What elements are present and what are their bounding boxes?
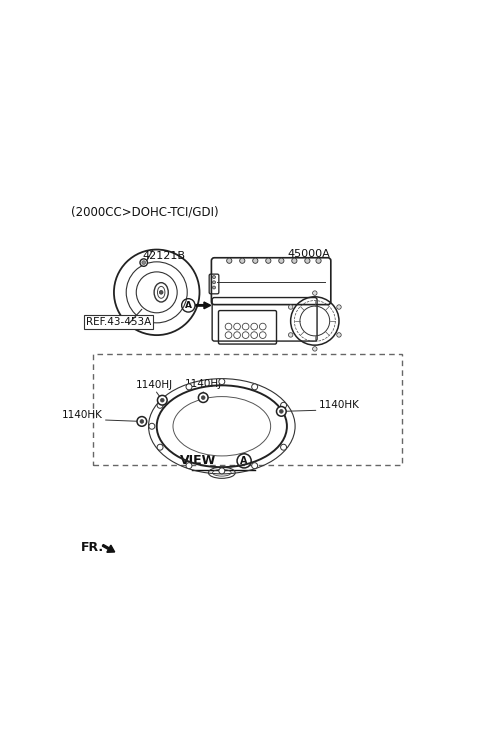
Text: 1140HJ: 1140HJ <box>185 379 222 389</box>
Text: A: A <box>240 456 248 465</box>
Circle shape <box>312 291 317 296</box>
Circle shape <box>219 379 225 384</box>
Text: 1140HK: 1140HK <box>319 400 360 411</box>
FancyArrow shape <box>196 302 211 309</box>
Circle shape <box>219 468 225 474</box>
Circle shape <box>252 258 258 263</box>
Circle shape <box>157 444 163 450</box>
Circle shape <box>305 258 310 263</box>
Circle shape <box>337 332 341 337</box>
FancyArrow shape <box>102 544 115 552</box>
Circle shape <box>240 258 245 263</box>
Circle shape <box>279 258 284 263</box>
Circle shape <box>252 462 258 468</box>
Text: (2000CC>DOHC-TCI/GDI): (2000CC>DOHC-TCI/GDI) <box>71 205 219 219</box>
Circle shape <box>266 258 271 263</box>
Circle shape <box>157 396 167 405</box>
Circle shape <box>276 407 286 416</box>
Text: 1140HK: 1140HK <box>62 410 103 420</box>
Circle shape <box>227 258 232 263</box>
Circle shape <box>157 402 163 408</box>
Text: 1140HJ: 1140HJ <box>136 380 173 390</box>
Circle shape <box>288 332 293 337</box>
Circle shape <box>137 417 147 426</box>
Circle shape <box>186 462 192 468</box>
Text: FR.: FR. <box>81 541 104 554</box>
Circle shape <box>149 423 155 429</box>
Circle shape <box>213 280 216 284</box>
Circle shape <box>252 384 258 390</box>
Circle shape <box>159 290 163 294</box>
Circle shape <box>202 396 205 399</box>
Circle shape <box>292 258 297 263</box>
Circle shape <box>337 305 341 309</box>
Text: VIEW: VIEW <box>180 454 216 467</box>
Circle shape <box>140 420 144 423</box>
Circle shape <box>281 402 287 408</box>
Circle shape <box>213 286 216 289</box>
Circle shape <box>140 259 147 266</box>
Circle shape <box>312 347 317 351</box>
Text: A: A <box>185 301 192 310</box>
Circle shape <box>316 258 321 263</box>
Text: REF.43-453A: REF.43-453A <box>86 317 151 327</box>
Circle shape <box>142 261 145 265</box>
Circle shape <box>213 275 216 278</box>
Circle shape <box>279 410 283 414</box>
Circle shape <box>198 393 208 402</box>
Text: 42121B: 42121B <box>143 250 186 261</box>
Circle shape <box>281 444 287 450</box>
Text: 45000A: 45000A <box>288 249 331 259</box>
Circle shape <box>160 399 164 402</box>
Circle shape <box>288 305 293 309</box>
Circle shape <box>186 384 192 390</box>
